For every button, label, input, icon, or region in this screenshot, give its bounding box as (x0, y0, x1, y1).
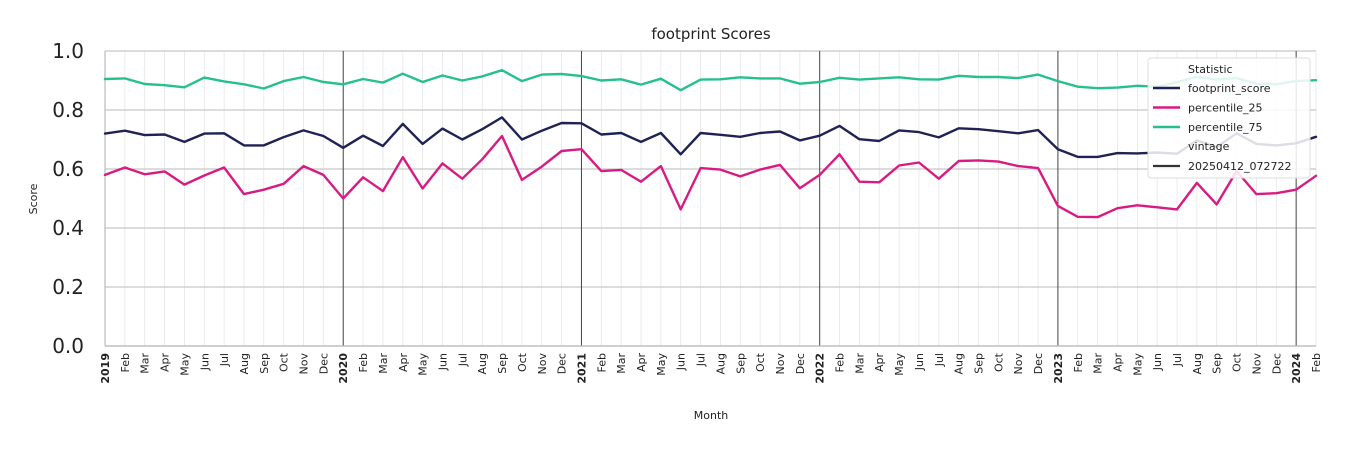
x-tick-label: Mar (377, 353, 390, 374)
y-ticks: 0.0 0.2 0.4 0.6 0.8 1.0 (52, 39, 84, 358)
y-tick-label: 0.2 (52, 275, 84, 299)
x-tick-label: Nov (536, 353, 549, 375)
x-tick-label: Apr (397, 353, 410, 373)
x-tick-label: Oct (278, 352, 291, 372)
x-tick-label: Aug (476, 353, 489, 374)
x-tick-label: Oct (1231, 352, 1244, 372)
chart-title: footprint Scores (651, 25, 771, 43)
x-tick-label: Oct (516, 352, 529, 372)
y-tick-label: 0.0 (52, 334, 84, 358)
x-tick-label: Mar (139, 353, 152, 374)
y-tick-label: 0.6 (52, 157, 84, 181)
legend: Statistic footprint_score percentile_25pe… (1147, 57, 1311, 179)
legend-label-percentile_75: percentile_75 (1188, 121, 1263, 134)
y-axis-label: Score (27, 183, 40, 214)
x-tick-label: Jul (695, 353, 708, 367)
x-tick-label: Aug (1191, 353, 1204, 374)
x-tick-label: Apr (1111, 353, 1124, 373)
x-axis-label: Month (694, 409, 729, 422)
x-tick-label: Nov (1012, 353, 1025, 375)
x-tick-label: Sep (258, 353, 271, 374)
x-tick-label: Jun (436, 353, 449, 371)
x-tick-label: Mar (1092, 353, 1105, 374)
x-tick-label: Feb (595, 353, 608, 372)
series-line-footprint_score (103, 116, 1318, 159)
x-tick-label: May (417, 353, 430, 376)
legend-title: Statistic (1188, 63, 1233, 76)
x-tick-label: Jul (1171, 353, 1184, 367)
x-tick-label: Feb (1072, 353, 1085, 372)
x-tick-label: Apr (873, 353, 886, 373)
x-tick-label: Mar (853, 353, 866, 374)
x-tick-label: Feb (1310, 353, 1323, 372)
x-tick-label: Sep (973, 353, 986, 374)
x-tick-label: Dec (1270, 353, 1283, 374)
series-lines (103, 68, 1318, 219)
x-tick-label: May (1131, 353, 1144, 376)
x-tick-label: May (655, 353, 668, 376)
legend-label-percentile_25: percentile_25 (1188, 102, 1263, 115)
x-tick-label: Dec (317, 353, 330, 374)
x-tick-label: Oct (992, 352, 1005, 372)
x-tick-label: Sep (496, 353, 509, 374)
legend-vintage-label: 20250412_072722 (1188, 160, 1291, 173)
x-tick-label: Dec (556, 353, 569, 374)
x-tick-label: 2024 (1290, 353, 1303, 384)
x-tick-label: 2022 (814, 353, 827, 384)
x-tick-label: Jul (933, 353, 946, 367)
x-tick-label: 2019 (99, 353, 112, 384)
x-tick-label: Jun (913, 353, 926, 371)
series-line-percentile_75 (103, 68, 1318, 92)
y-tick-label: 0.8 (52, 98, 84, 122)
x-tick-label: 2023 (1052, 353, 1065, 384)
x-tick-label: Jul (456, 353, 469, 367)
x-tick-label: Sep (734, 353, 747, 374)
x-tick-label: Mar (615, 353, 628, 374)
x-tick-label: Apr (635, 353, 648, 373)
x-tick-label: Aug (714, 353, 727, 374)
y-tick-label: 1.0 (52, 39, 84, 63)
x-tick-label: Jun (1151, 353, 1164, 371)
x-tick-label: Dec (1032, 353, 1045, 374)
grid (104, 50, 1317, 347)
x-tick-label: Nov (298, 353, 311, 375)
legend-subtitle: vintage (1188, 140, 1230, 153)
x-tick-label: Feb (834, 353, 847, 372)
x-tick-label: Jun (675, 353, 688, 371)
x-tick-label: Oct (754, 352, 767, 372)
x-tick-label: Aug (953, 353, 966, 374)
x-tick-label: Feb (119, 353, 132, 372)
x-tick-label: Feb (357, 353, 370, 372)
x-tick-label: 2021 (575, 353, 588, 384)
x-ticks: 2019 Feb Mar Apr May Jun Jul Aug Sep Oct Nov Dec 202… (99, 352, 1323, 383)
x-tick-label: May (893, 353, 906, 376)
x-tick-label: Jul (218, 353, 231, 367)
y-tick-label: 0.4 (52, 216, 84, 240)
x-tick-label: Dec (794, 353, 807, 374)
series-line-percentile_25 (103, 134, 1318, 219)
x-tick-label: Nov (774, 353, 787, 375)
x-tick-label: 2020 (337, 353, 350, 384)
x-tick-label: May (178, 353, 191, 376)
x-tick-label: Nov (1250, 353, 1263, 375)
legend-label-footprint_score: footprint_score (1188, 82, 1271, 95)
x-tick-label: Apr (159, 353, 172, 373)
x-tick-label: Aug (238, 353, 251, 374)
x-tick-label: Jun (198, 353, 211, 371)
x-tick-label: Sep (1211, 353, 1224, 374)
legend-box (1147, 57, 1311, 179)
